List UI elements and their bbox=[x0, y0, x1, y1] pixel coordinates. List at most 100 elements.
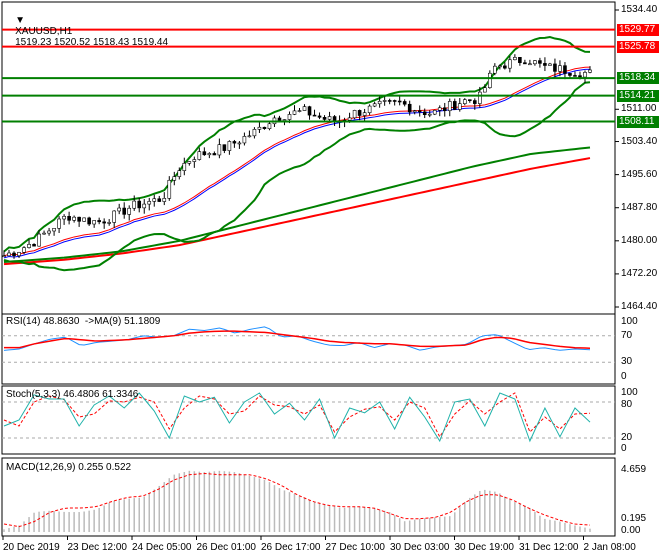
dropdown-triangle-icon[interactable]: ▼ bbox=[15, 15, 26, 26]
candle-body bbox=[493, 65, 497, 74]
rsi-tick-label: 30 bbox=[621, 356, 633, 367]
candle-body bbox=[563, 65, 567, 74]
candle-body bbox=[352, 110, 357, 119]
candle-body bbox=[452, 101, 457, 110]
time-tick-label: 31 Dec 12:00 bbox=[519, 542, 579, 553]
candle-body bbox=[437, 107, 442, 111]
candle-body bbox=[312, 114, 317, 117]
candle-body bbox=[422, 111, 427, 115]
macd-signal-line bbox=[3, 472, 591, 528]
candle-body bbox=[367, 105, 372, 113]
candle-body bbox=[457, 103, 462, 110]
candle-body bbox=[558, 65, 562, 72]
candle-body bbox=[262, 126, 267, 130]
candle-body bbox=[197, 151, 202, 160]
candle-body bbox=[22, 247, 26, 253]
candle-body bbox=[538, 60, 542, 64]
candle-body bbox=[27, 243, 31, 248]
support-price-tag: 1518.34 bbox=[617, 72, 659, 85]
candle-body bbox=[518, 57, 522, 63]
candle-body bbox=[447, 101, 452, 112]
time-tick-label: 30 Dec 03:00 bbox=[390, 542, 450, 553]
candle-body bbox=[513, 57, 517, 61]
candle-body bbox=[72, 216, 76, 221]
candle-body bbox=[478, 91, 482, 104]
candle-body bbox=[162, 198, 167, 202]
support-price-tag: 1508.11 bbox=[617, 115, 659, 128]
candle-body bbox=[397, 100, 402, 103]
candle-body bbox=[392, 100, 397, 102]
price-tick-label: 1503.40 bbox=[621, 135, 658, 147]
support-price-tag: 1514.21 bbox=[617, 89, 659, 102]
price-tick-label: 1511.00 bbox=[621, 103, 657, 115]
price-tick-label: 1472.20 bbox=[621, 267, 658, 279]
candle-body bbox=[232, 141, 237, 144]
time-tick-label: 24 Dec 05:00 bbox=[132, 542, 192, 553]
candle-body bbox=[237, 142, 242, 145]
candle-body bbox=[87, 217, 91, 225]
candle-body bbox=[7, 252, 11, 257]
candle-body bbox=[287, 114, 292, 120]
candle-body bbox=[322, 117, 327, 120]
time-tick-label: 26 Dec 01:00 bbox=[196, 542, 257, 553]
candle-body bbox=[528, 63, 532, 66]
candle-body bbox=[132, 200, 137, 209]
candle-body bbox=[483, 87, 487, 93]
candle-body bbox=[117, 207, 121, 212]
candle-body bbox=[347, 117, 352, 121]
candle-body bbox=[402, 101, 407, 105]
macd-tick-label: 0.195 bbox=[621, 513, 647, 524]
candle-body bbox=[588, 69, 592, 73]
candle-body bbox=[152, 198, 157, 202]
candle-body bbox=[523, 62, 527, 65]
candle-body bbox=[372, 103, 377, 107]
candle-body bbox=[92, 220, 96, 225]
stoch-tick-label: 80 bbox=[621, 399, 633, 410]
candle-body bbox=[97, 220, 101, 223]
candle-body bbox=[82, 217, 86, 222]
candle-body bbox=[292, 110, 297, 115]
candle-body bbox=[267, 123, 272, 130]
candle-body bbox=[222, 144, 227, 151]
candle-body bbox=[503, 65, 507, 69]
candle-body bbox=[17, 252, 21, 257]
candle-body bbox=[207, 153, 212, 156]
candle-body bbox=[192, 159, 197, 162]
price-tick-label: 1480.00 bbox=[621, 234, 658, 246]
rsi-panel bbox=[1, 313, 616, 385]
candle-body bbox=[32, 243, 36, 247]
candle-body bbox=[77, 216, 81, 222]
candle-body bbox=[212, 153, 217, 156]
candle-body bbox=[307, 106, 312, 116]
candle-body bbox=[543, 63, 547, 66]
candle-body bbox=[172, 176, 177, 181]
candle-body bbox=[412, 110, 417, 113]
candle-body bbox=[442, 107, 447, 112]
candle-body bbox=[52, 228, 56, 232]
candle-body bbox=[553, 63, 557, 72]
candle-body bbox=[182, 162, 187, 171]
candle-body bbox=[187, 161, 192, 164]
candle-body bbox=[548, 63, 552, 66]
resistance-price-tag: 1529.77 bbox=[617, 23, 659, 36]
candle-body bbox=[473, 100, 477, 104]
candle-body bbox=[167, 179, 172, 199]
candle-body bbox=[227, 141, 232, 151]
candle-body bbox=[12, 252, 16, 257]
ohlc-readout: 1519.23 1520.52 1518.43 1519.44 bbox=[15, 37, 169, 48]
chart-header: ▼ XAUUSD,H1 1519.23 1520.52 1518.43 1519… bbox=[4, 4, 168, 59]
bollinger-upper bbox=[3, 36, 591, 253]
candle-body bbox=[2, 255, 6, 258]
candle-body bbox=[578, 75, 582, 78]
stoch-tick-label: 0 bbox=[621, 443, 627, 454]
macd-tick-label: 4.659 bbox=[621, 464, 647, 475]
candle-body bbox=[417, 110, 422, 113]
candle-body bbox=[407, 103, 412, 113]
time-tick-label: 20 Dec 2019 bbox=[3, 542, 60, 553]
candle-body bbox=[252, 129, 257, 137]
candle-body bbox=[297, 110, 302, 112]
candle-body bbox=[498, 65, 502, 68]
ma-green-line bbox=[3, 146, 591, 264]
